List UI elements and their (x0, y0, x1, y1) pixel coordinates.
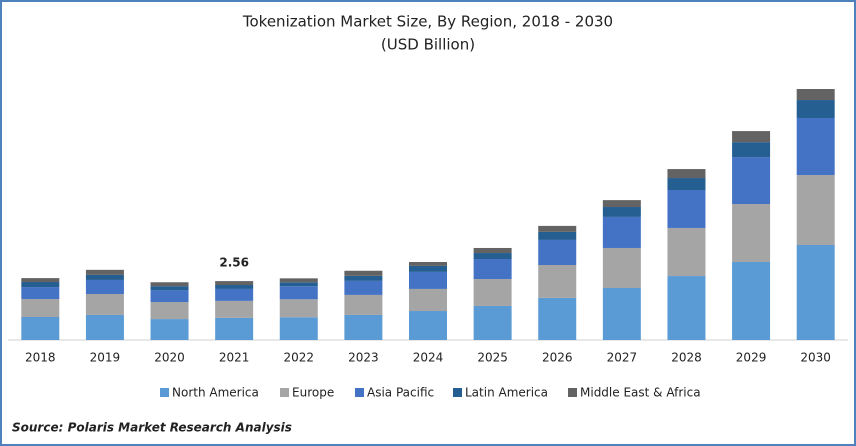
bar-segment (667, 169, 706, 179)
bar-segment (279, 282, 318, 287)
bar-segment (473, 247, 512, 254)
bar-segment (732, 157, 771, 205)
x-tick-label: 2022 (283, 351, 314, 365)
bar-segment (602, 200, 641, 208)
x-tick-label: 2029 (736, 351, 767, 365)
bar-segment (602, 288, 641, 340)
x-tick-label: 2019 (90, 351, 121, 365)
bar-segment (344, 294, 383, 315)
bar-segment (473, 279, 512, 306)
x-tick-label: 2018 (25, 351, 56, 365)
bar-segment (215, 285, 254, 289)
x-tick-label: 2024 (413, 351, 444, 365)
bar-segment (215, 288, 254, 301)
bar-segment (215, 281, 254, 286)
bar-segment (150, 286, 189, 291)
legend-label: North America (172, 386, 259, 400)
bar-segment (409, 262, 447, 266)
bar-segment (279, 299, 318, 318)
legend-label: Asia Pacific (367, 386, 434, 400)
x-tick-label: 2027 (607, 351, 638, 365)
bar-segment (150, 290, 189, 303)
legend-label: Europe (292, 386, 334, 400)
bar-segment (409, 271, 447, 289)
bar-segment (538, 264, 577, 298)
chart-subtitle: (USD Billion) (381, 36, 475, 54)
bar-segment (279, 317, 318, 340)
bar-segment (538, 239, 577, 265)
bar-segment (21, 287, 60, 300)
bar-segment (473, 259, 512, 280)
bar-segment (796, 175, 835, 245)
bar-segment (21, 278, 60, 283)
bar-segment (667, 178, 706, 190)
bar-segment (85, 269, 124, 275)
data-label: 2.56 (219, 256, 249, 270)
bar-segment (344, 314, 383, 340)
bar-segment (409, 288, 447, 312)
x-tick-label: 2025 (477, 351, 508, 365)
bar-segment (667, 189, 706, 228)
bar-segment (215, 300, 254, 318)
bar-segment (538, 225, 577, 232)
bar-segment (344, 275, 383, 281)
bar-segment (473, 253, 512, 260)
bar-segment (21, 316, 60, 340)
legend-swatch (280, 388, 289, 397)
bar-segment (344, 280, 383, 295)
bar-segment (21, 299, 60, 317)
bar-segment (85, 274, 124, 280)
bar-segment (344, 270, 383, 276)
legend-swatch (453, 388, 462, 397)
x-tick-label: 2026 (542, 351, 573, 365)
bar-segment (796, 244, 835, 340)
bar-segment (602, 247, 641, 289)
chart-title: Tokenization Market Size, By Region, 201… (242, 13, 613, 31)
bar-segment (667, 276, 706, 340)
bar-segment (215, 317, 254, 340)
bar-segment (85, 314, 124, 340)
legend-swatch (568, 388, 577, 397)
bar-segment (732, 204, 771, 263)
bar-segment (732, 142, 771, 158)
x-tick-label: 2023 (348, 351, 379, 365)
bar-segment (279, 286, 318, 300)
bar-segment (85, 293, 124, 315)
bar-segment (150, 319, 189, 340)
bar-segment (150, 282, 189, 287)
bar-segment (21, 282, 60, 288)
x-tick-label: 2021 (219, 351, 250, 365)
source: Source: Polaris Market Research Analysis (12, 421, 292, 435)
x-tick-label: 2028 (671, 351, 702, 365)
bar-segment (473, 305, 512, 340)
bar-segment (279, 278, 318, 283)
bar-segment (732, 262, 771, 340)
legend-swatch (355, 388, 364, 397)
bar-segment (538, 231, 577, 240)
bar-segment (150, 302, 189, 320)
legend-swatch (160, 388, 169, 397)
legend-label: Latin America (465, 386, 548, 400)
bar-segment (732, 131, 771, 143)
bar-segment (409, 265, 447, 272)
bar-segment (602, 216, 641, 248)
bar-segment (602, 207, 641, 217)
bar-segment (796, 117, 835, 176)
bar-segment (409, 311, 447, 340)
bar-segment (538, 297, 577, 340)
bar-segment (667, 227, 706, 277)
x-tick-label: 2030 (800, 351, 831, 365)
x-tick-label: 2020 (154, 351, 185, 365)
bar-segment (796, 89, 835, 101)
legend-label: Middle East & Africa (580, 386, 701, 400)
bar-segment (796, 100, 835, 118)
bar-segment (85, 279, 124, 294)
